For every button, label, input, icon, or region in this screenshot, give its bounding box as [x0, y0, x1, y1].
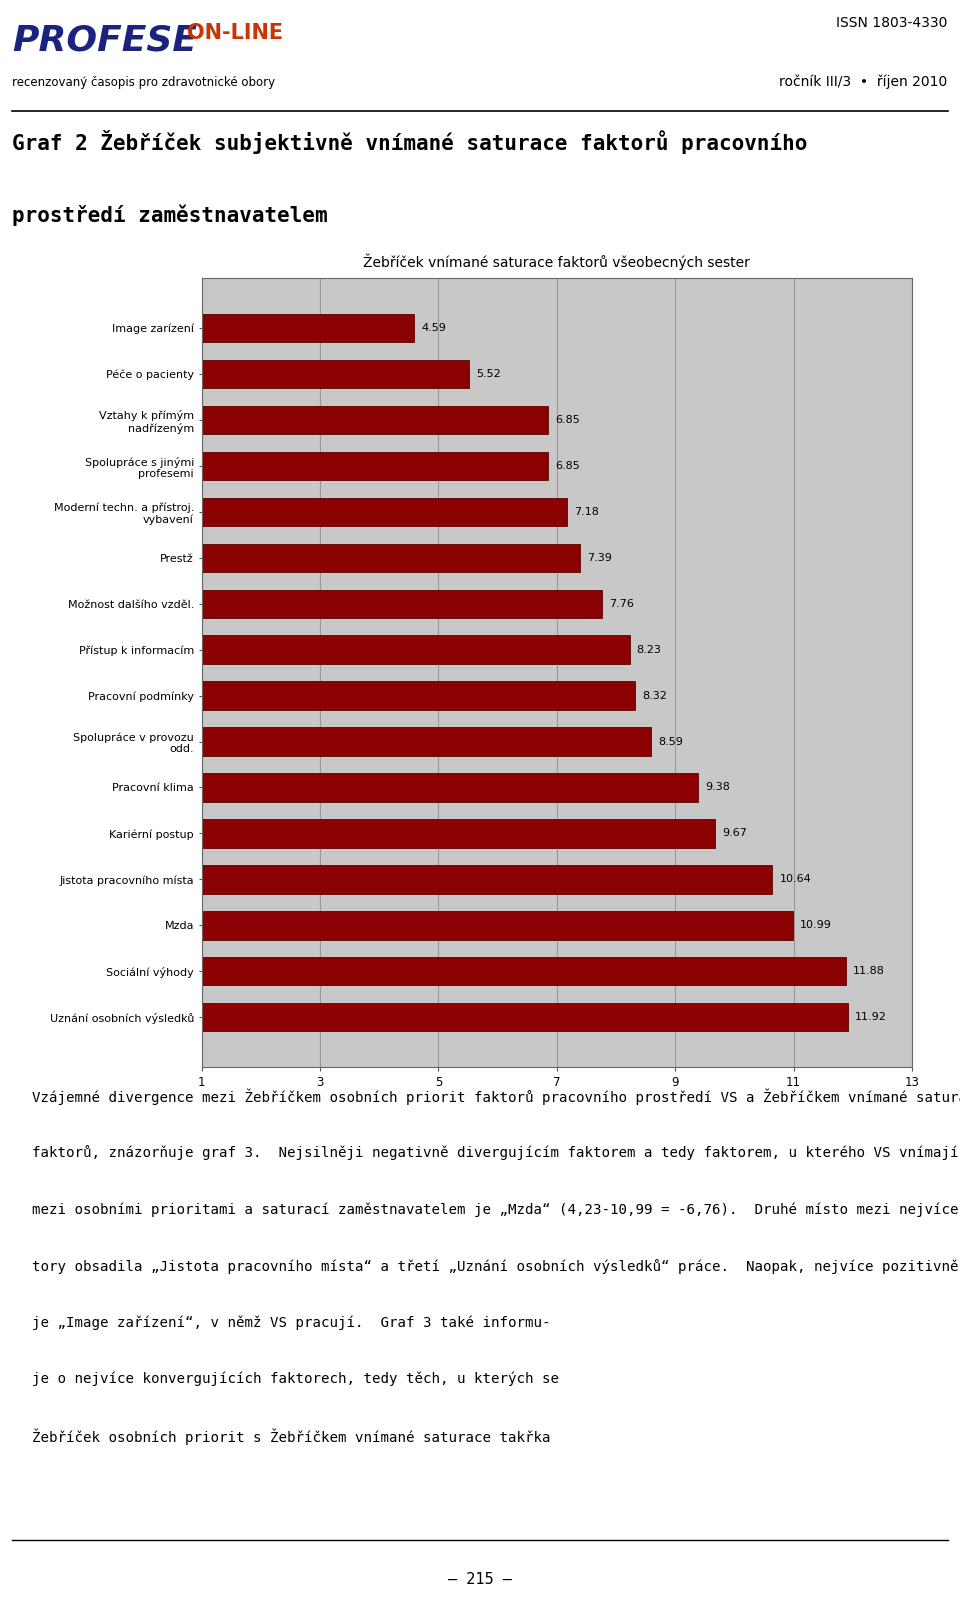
- Text: ON-LINE: ON-LINE: [187, 23, 283, 44]
- Text: je „Image zařízení“, v němž VS pracují.  Graf 3 také informu-: je „Image zařízení“, v němž VS pracují. …: [32, 1315, 550, 1329]
- Text: tory obsadila „Jistota pracovního místa“ a třetí „Uznání osobních výsledků“ prác: tory obsadila „Jistota pracovního místa“…: [32, 1258, 960, 1274]
- Bar: [142, 728, 651, 755]
- Text: – 215 –: – 215 –: [448, 1572, 512, 1586]
- Bar: [142, 314, 414, 343]
- Text: 8.32: 8.32: [642, 690, 667, 700]
- Bar: [142, 1003, 848, 1032]
- Text: 11.88: 11.88: [852, 967, 885, 977]
- Text: 5.52: 5.52: [476, 369, 501, 378]
- Bar: [142, 635, 630, 665]
- Text: je o nejvíce konvergujících faktorech, tedy těch, u kterých se: je o nejvíce konvergujících faktorech, t…: [32, 1371, 559, 1386]
- Text: Graf 2 Žebříček subjektivně vnímané saturace faktorů pracovního: Graf 2 Žebříček subjektivně vnímané satu…: [12, 129, 808, 154]
- Text: PROFESE: PROFESE: [12, 23, 198, 57]
- Text: 10.99: 10.99: [800, 920, 832, 930]
- Bar: [142, 820, 715, 847]
- Text: 7.18: 7.18: [574, 508, 599, 517]
- Text: 9.38: 9.38: [705, 783, 730, 792]
- Bar: [142, 543, 580, 572]
- Text: faktorů, znázorňuje graf 3.  Nejsilněji negativně divergujícím faktorem a tedy f: faktorů, znázorňuje graf 3. Nejsilněji n…: [32, 1145, 960, 1161]
- Text: 9.67: 9.67: [722, 828, 747, 838]
- Text: 6.85: 6.85: [555, 416, 580, 425]
- Bar: [142, 590, 602, 618]
- Bar: [142, 910, 793, 939]
- Text: 7.76: 7.76: [609, 598, 634, 608]
- Bar: [142, 406, 548, 435]
- Text: mezi osobními prioritami a saturací zaměstnavatelem je „Mzda“ (4,23-10,99 = -6,7: mezi osobními prioritami a saturací zamě…: [32, 1201, 960, 1216]
- Bar: [142, 957, 846, 985]
- Text: ISSN 1803-4330: ISSN 1803-4330: [836, 16, 948, 31]
- Text: 6.85: 6.85: [555, 461, 580, 471]
- Text: prostředí zaměstnavatelem: prostředí zaměstnavatelem: [12, 204, 328, 226]
- Text: 4.59: 4.59: [421, 323, 446, 333]
- Text: Žebříček osobních priorit s Žebříčkem vnímané saturace takřka: Žebříček osobních priorit s Žebříčkem vn…: [32, 1428, 550, 1446]
- Bar: [142, 773, 698, 802]
- Text: ročník III/3  •  říjen 2010: ročník III/3 • říjen 2010: [780, 74, 948, 89]
- Text: 10.64: 10.64: [780, 875, 811, 884]
- Text: Vzájemné divergence mezi Žebříčkem osobních priorit faktorů pracovního prostředí: Vzájemné divergence mezi Žebříčkem osobn…: [32, 1088, 960, 1106]
- Text: 8.23: 8.23: [636, 645, 661, 655]
- Text: 7.39: 7.39: [587, 553, 612, 563]
- Bar: [142, 498, 567, 526]
- Title: Žebříček vnímané saturace faktorů všeobecných sester: Žebříček vnímané saturace faktorů všeobe…: [364, 254, 750, 270]
- Text: 8.59: 8.59: [658, 737, 683, 747]
- Text: recenzovaný časopis pro zdravotnické obory: recenzovaný časopis pro zdravotnické obo…: [12, 76, 276, 89]
- Bar: [142, 451, 548, 480]
- Bar: [142, 681, 635, 710]
- Bar: [142, 865, 772, 894]
- Bar: [142, 361, 469, 388]
- Text: 11.92: 11.92: [855, 1012, 887, 1022]
